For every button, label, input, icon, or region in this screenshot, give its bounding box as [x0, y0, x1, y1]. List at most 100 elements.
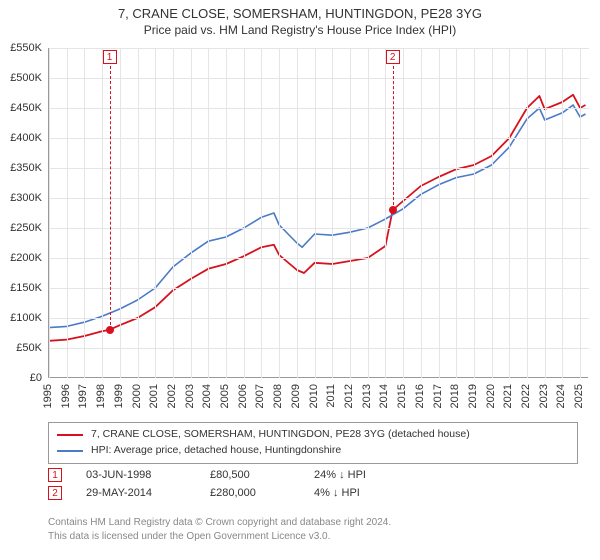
- y-axis-label: £400K: [0, 132, 42, 144]
- legend-label: 7, CRANE CLOSE, SOMERSHAM, HUNTINGDON, P…: [91, 427, 470, 443]
- gridline-v: [155, 48, 156, 378]
- gridline-v: [49, 48, 50, 378]
- datapoint-marker: 1: [48, 468, 62, 482]
- legend-box: 7, CRANE CLOSE, SOMERSHAM, HUNTINGDON, P…: [48, 422, 578, 464]
- gridline-v: [226, 48, 227, 378]
- y-axis-label: £200K: [0, 252, 42, 264]
- gridline-v: [527, 48, 528, 378]
- y-axis-label: £500K: [0, 72, 42, 84]
- sale-marker-line: [393, 66, 394, 210]
- x-axis-label: 2009: [290, 384, 302, 408]
- gridline-v: [173, 48, 174, 378]
- attribution-line: This data is licensed under the Open Gov…: [48, 530, 578, 544]
- gridline-h: [49, 198, 589, 199]
- gridline-v: [421, 48, 422, 378]
- x-axis-label: 1995: [42, 384, 54, 408]
- gridline-v: [385, 48, 386, 378]
- x-axis-label: 1998: [95, 384, 107, 408]
- x-axis-label: 2011: [325, 384, 337, 408]
- x-axis-label: 2018: [449, 384, 461, 408]
- datapoint-delta: 4% ↓ HPI: [314, 487, 414, 499]
- y-axis-label: £250K: [0, 222, 42, 234]
- gridline-v: [350, 48, 351, 378]
- gridline-h: [49, 348, 589, 349]
- datapoint-row: 2 29-MAY-2014 £280,000 4% ↓ HPI: [48, 486, 578, 500]
- y-axis-label: £50K: [0, 342, 42, 354]
- gridline-h: [49, 288, 589, 289]
- x-axis-label: 2025: [573, 384, 585, 408]
- x-axis-label: 2020: [485, 384, 497, 408]
- gridline-v: [368, 48, 369, 378]
- x-axis-label: 2000: [131, 384, 143, 408]
- sale-marker-line: [110, 66, 111, 330]
- x-axis-label: 2008: [272, 384, 284, 408]
- gridline-v: [456, 48, 457, 378]
- gridline-v: [403, 48, 404, 378]
- gridline-v: [138, 48, 139, 378]
- line-canvas: [49, 48, 589, 378]
- gridline-v: [244, 48, 245, 378]
- x-axis-label: 2012: [343, 384, 355, 408]
- x-axis-label: 2010: [308, 384, 320, 408]
- y-axis-label: £550K: [0, 42, 42, 54]
- gridline-v: [208, 48, 209, 378]
- gridline-v: [297, 48, 298, 378]
- title-block: 7, CRANE CLOSE, SOMERSHAM, HUNTINGDON, P…: [0, 0, 600, 37]
- datapoint-date: 29-MAY-2014: [86, 487, 186, 499]
- legend-label: HPI: Average price, detached house, Hunt…: [91, 443, 341, 459]
- y-axis-label: £150K: [0, 282, 42, 294]
- y-axis-label: £450K: [0, 102, 42, 114]
- gridline-v: [562, 48, 563, 378]
- y-axis-label: £100K: [0, 312, 42, 324]
- chart-container: 7, CRANE CLOSE, SOMERSHAM, HUNTINGDON, P…: [0, 0, 600, 560]
- x-axis-label: 2019: [467, 384, 479, 408]
- gridline-v: [332, 48, 333, 378]
- gridline-v: [120, 48, 121, 378]
- gridline-h: [49, 318, 589, 319]
- attribution-line: Contains HM Land Registry data © Crown c…: [48, 516, 578, 530]
- sale-marker-box: 2: [386, 50, 400, 64]
- x-axis-label: 2014: [378, 384, 390, 408]
- y-axis-label: £300K: [0, 192, 42, 204]
- x-axis-label: 2003: [184, 384, 196, 408]
- x-axis-label: 1999: [113, 384, 125, 408]
- chart-subtitle: Price paid vs. HM Land Registry's House …: [0, 23, 600, 37]
- legend-swatch: [57, 434, 83, 436]
- chart-area: 12 £0£50K£100K£150K£200K£250K£300K£350K£…: [48, 48, 588, 408]
- gridline-v: [474, 48, 475, 378]
- gridline-h: [49, 138, 589, 139]
- sale-marker-dot: [106, 326, 114, 334]
- gridline-v: [67, 48, 68, 378]
- gridline-v: [492, 48, 493, 378]
- datapoint-price: £80,500: [210, 469, 290, 481]
- legend-row: 7, CRANE CLOSE, SOMERSHAM, HUNTINGDON, P…: [57, 427, 569, 443]
- gridline-h: [49, 78, 589, 79]
- gridline-h: [49, 168, 589, 169]
- x-axis-label: 2017: [432, 384, 444, 408]
- sale-marker-dot: [389, 206, 397, 214]
- x-axis-label: 2013: [361, 384, 373, 408]
- gridline-v: [191, 48, 192, 378]
- datapoint-delta: 24% ↓ HPI: [314, 469, 414, 481]
- gridline-v: [102, 48, 103, 378]
- gridline-v: [279, 48, 280, 378]
- x-axis-label: 1997: [77, 384, 89, 408]
- chart-title: 7, CRANE CLOSE, SOMERSHAM, HUNTINGDON, P…: [0, 6, 600, 21]
- y-axis-label: £0: [0, 372, 42, 384]
- sale-datapoints: 1 03-JUN-1998 £80,500 24% ↓ HPI 2 29-MAY…: [48, 468, 578, 504]
- gridline-v: [439, 48, 440, 378]
- gridline-v: [315, 48, 316, 378]
- sale-marker-box: 1: [103, 50, 117, 64]
- gridline-v: [261, 48, 262, 378]
- legend-swatch: [57, 450, 83, 452]
- x-axis-label: 2015: [396, 384, 408, 408]
- x-axis-label: 2007: [254, 384, 266, 408]
- gridline-v: [545, 48, 546, 378]
- gridline-h: [49, 228, 589, 229]
- x-axis-label: 2016: [414, 384, 426, 408]
- gridline-h: [49, 108, 589, 109]
- gridline-v: [580, 48, 581, 378]
- x-axis-label: 1996: [60, 384, 72, 408]
- x-axis-label: 2005: [219, 384, 231, 408]
- x-axis-label: 2023: [538, 384, 550, 408]
